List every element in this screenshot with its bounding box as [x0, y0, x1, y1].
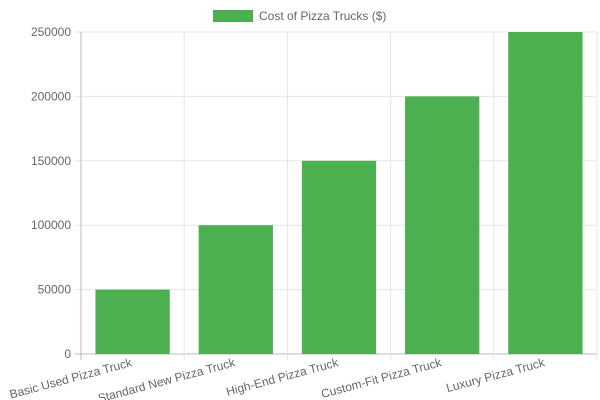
- legend-label[interactable]: Cost of Pizza Trucks ($): [259, 9, 386, 23]
- y-tick-label: 50000: [38, 283, 72, 297]
- y-tick-label: 150000: [31, 154, 71, 168]
- y-tick-label: 200000: [31, 89, 71, 103]
- y-tick-label: 250000: [31, 25, 71, 39]
- bar: [95, 289, 170, 354]
- bar: [405, 96, 480, 355]
- bar: [301, 160, 377, 354]
- bar: [508, 32, 583, 354]
- y-tick-label: 0: [64, 347, 71, 361]
- legend-swatch[interactable]: [213, 10, 253, 22]
- bar: [198, 225, 273, 354]
- y-tick-label: 100000: [31, 218, 71, 232]
